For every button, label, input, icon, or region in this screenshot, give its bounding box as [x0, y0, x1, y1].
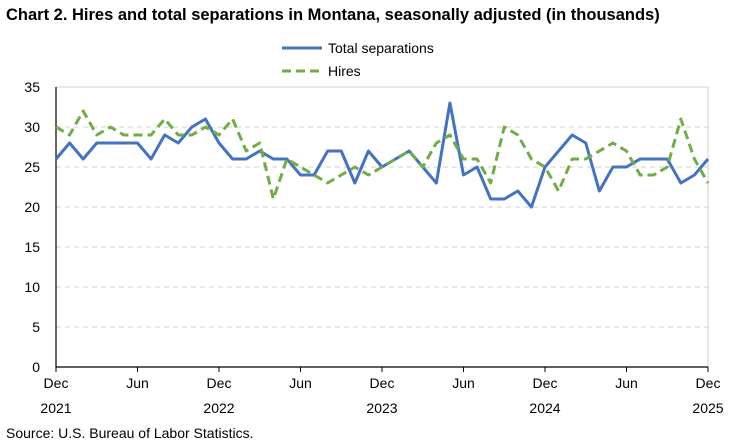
x-tick-month: Dec [370, 375, 395, 391]
x-tick-year: 2025 [692, 400, 723, 416]
x-tick-year: 2021 [40, 400, 71, 416]
x-tick-month: Dec [207, 375, 232, 391]
y-tick-label: 10 [24, 279, 40, 295]
y-tick-label: 35 [24, 79, 40, 95]
chart-title: Chart 2. Hires and total separations in … [6, 6, 660, 24]
x-tick-month: Dec [696, 375, 721, 391]
series-line-total-separations [54, 101, 710, 209]
x-tick-year: 2022 [203, 400, 234, 416]
x-tick-month: Jun [126, 375, 149, 391]
x-tick-month: Jun [289, 375, 312, 391]
y-tick-label: 30 [24, 119, 40, 135]
x-tick-month: Dec [44, 375, 69, 391]
x-tick-year: 2024 [529, 400, 560, 416]
legend-label: Hires [328, 63, 361, 79]
x-tick-month: Jun [452, 375, 475, 391]
legend-label: Total separations [328, 40, 434, 56]
y-tick-label: 0 [32, 359, 40, 375]
x-tick-month: Dec [533, 375, 558, 391]
x-tick-month: Jun [615, 375, 638, 391]
y-tick-label: 25 [24, 159, 40, 175]
y-tick-label: 15 [24, 239, 40, 255]
y-tick-label: 20 [24, 199, 40, 215]
source-note: Source: U.S. Bureau of Labor Statistics. [6, 425, 254, 441]
y-tick-label: 5 [32, 319, 40, 335]
x-tick-year: 2023 [366, 400, 397, 416]
